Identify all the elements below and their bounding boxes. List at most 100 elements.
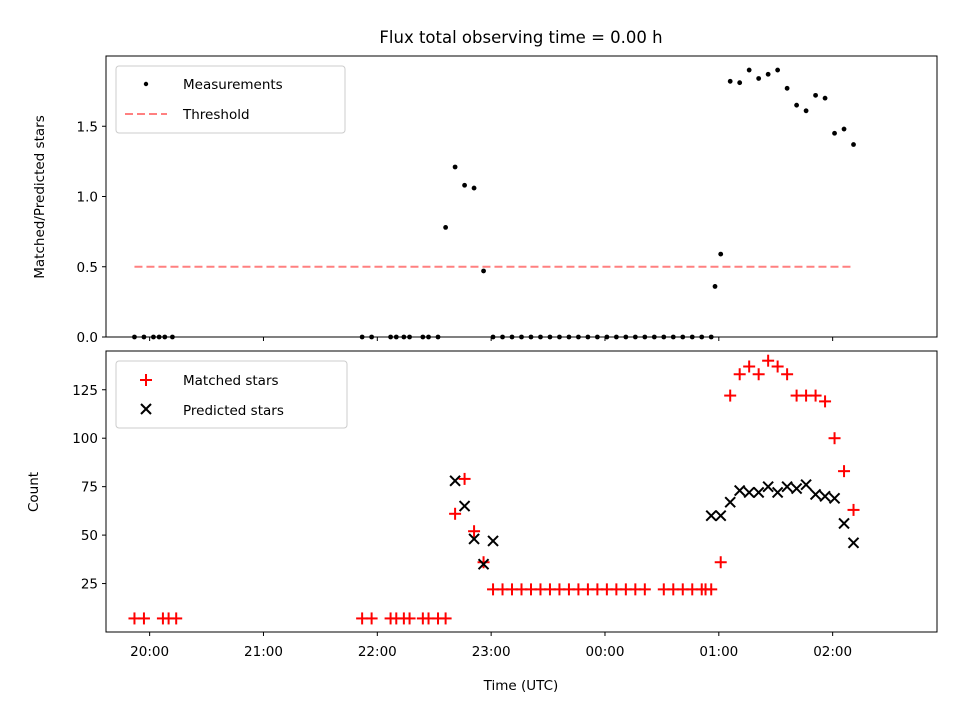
predicted-star-point: [819, 490, 831, 503]
matched-star-point: [170, 612, 183, 625]
predicted-star-point: [449, 475, 461, 487]
matched-star-point: [403, 612, 416, 625]
measurement-point: [822, 95, 828, 101]
matched-star-point: [781, 368, 794, 381]
measurement-point: [481, 268, 486, 274]
matched-star-point: [819, 395, 832, 408]
bottom-x-tick-label: 22:00: [358, 644, 397, 660]
bottom-x-tick-label: 23:00: [472, 644, 511, 660]
measurement-point: [718, 251, 724, 257]
predicted-star-point: [458, 500, 471, 512]
chart-title: Flux total observing time = 0.00 h: [379, 28, 662, 47]
measurement-point: [727, 78, 733, 84]
measurement-point: [756, 76, 762, 81]
matched-star-point: [847, 503, 860, 516]
measurement-point: [784, 85, 790, 91]
predicted-star-point: [790, 482, 803, 495]
matched-star-point: [733, 368, 746, 381]
predicted-star-point: [847, 537, 860, 549]
matched-star-point: [449, 507, 462, 520]
legend-threshold-label: Threshold: [182, 107, 250, 123]
bottom-legend-box: [115, 360, 348, 429]
predicted-star-point: [468, 533, 480, 545]
bottom-y-axis: 25 50 75 100 125: [72, 383, 106, 593]
bottom-y-tick-label: 125: [72, 383, 98, 399]
legend-matched-marker: [140, 374, 152, 386]
measurement-point: [794, 102, 800, 108]
bottom-plot-frame: [105, 350, 938, 633]
matched-star-point: [724, 389, 737, 402]
top-y-tick-label: 1.0: [77, 190, 98, 206]
legend-predicted-label: Predicted stars: [183, 403, 284, 419]
matched-star-point: [762, 354, 775, 367]
matched-star-point: [137, 612, 150, 625]
predicted-star-point: [724, 496, 736, 508]
matched-star-point: [468, 525, 481, 538]
bottom-marks: [128, 354, 860, 625]
bottom-x-tick-label: 20:00: [130, 644, 169, 660]
top-panel: 0.0 0.5 1.0 1.5 Matched/Predicted stars Mea…: [32, 55, 938, 346]
bottom-x-tick-label: 00:00: [586, 644, 625, 660]
matched-star-point: [638, 583, 651, 596]
bottom-y-tick-label: 25: [81, 577, 98, 593]
legend-predicted-marker: [140, 403, 152, 415]
predicted-star-point: [828, 492, 841, 504]
top-legend-box: [115, 65, 346, 134]
bottom-x-tick-label: 21:00: [244, 644, 283, 660]
matched-star-point: [809, 389, 822, 402]
predicted-star-point: [781, 480, 793, 493]
predicted-star-point: [487, 535, 499, 547]
matched-star-point: [838, 465, 851, 478]
x-axis-label: Time (UTC): [483, 678, 559, 694]
measurement-point: [841, 126, 847, 132]
bottom-y-tick-label: 50: [81, 528, 98, 544]
predicted-star-point: [715, 510, 727, 522]
bottom-x-tick-label: 02:00: [813, 644, 852, 660]
measurement-point: [712, 284, 718, 289]
predicted-star-point: [705, 510, 717, 522]
top-y-tick-label: 0.0: [77, 330, 98, 346]
measurement-point: [851, 142, 856, 147]
top-y-axis: 0.0 0.5 1.0 1.5: [77, 119, 834, 346]
measurement-point: [462, 182, 467, 188]
top-y-tick-label: 0.5: [77, 260, 98, 276]
legend-measurements-label: Measurements: [183, 77, 283, 93]
measurement-point: [737, 80, 743, 86]
top-y-axis-label: Matched/Predicted stars: [32, 115, 48, 278]
bottom-legend: Matched stars Predicted stars: [115, 360, 348, 429]
measurement-point: [803, 108, 809, 114]
matched-star-point: [771, 360, 784, 373]
matched-star-point: [828, 432, 841, 445]
measurement-point: [765, 71, 771, 77]
matched-star-point: [743, 360, 756, 373]
matched-star-point: [705, 583, 718, 596]
matched-star-point: [477, 556, 490, 569]
top-legend: Measurements Threshold: [115, 65, 346, 134]
bottom-x-tick-label: 01:00: [699, 644, 738, 660]
matched-star-point: [439, 612, 452, 625]
matched-star-point: [365, 612, 378, 625]
predicted-star-point: [838, 517, 850, 530]
top-y-tick-label: 1.5: [77, 119, 98, 135]
matched-star-point: [458, 472, 471, 485]
predicted-star-point: [771, 486, 784, 499]
legend-measurements-marker: [143, 81, 149, 87]
measurement-point: [813, 92, 818, 98]
bottom-y-tick-label: 75: [81, 480, 98, 496]
bottom-y-tick-label: 100: [72, 431, 98, 447]
predicted-star-point: [743, 486, 755, 499]
legend-matched-label: Matched stars: [183, 373, 279, 389]
measurement-point: [443, 225, 449, 230]
predicted-star-point: [762, 480, 774, 493]
matched-star-point: [752, 368, 765, 381]
measurement-point: [452, 164, 458, 170]
measurement-point: [832, 130, 837, 136]
matched-star-point: [714, 556, 727, 569]
bottom-panel: 25 50 75 100 125 20:00 21:00 22:00 23:00 00:00 01…: [26, 350, 938, 694]
predicted-star-point: [800, 479, 812, 491]
bottom-y-axis-label: Count: [26, 472, 42, 512]
measurement-point: [746, 67, 752, 73]
measurement-point: [775, 67, 781, 73]
predicted-star-point: [752, 486, 765, 499]
